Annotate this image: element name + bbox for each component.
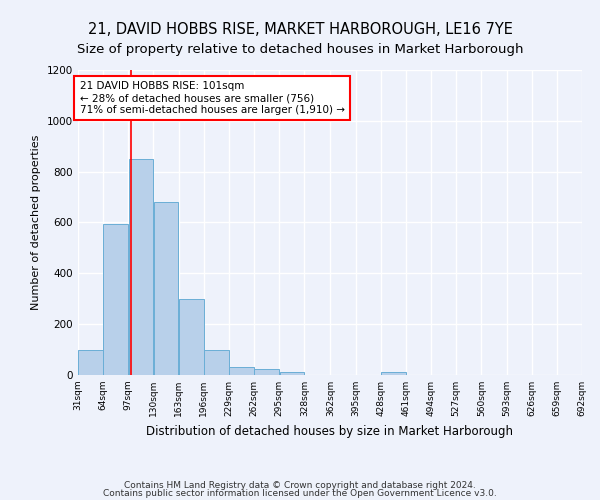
Bar xyxy=(154,202,178,375)
Bar xyxy=(103,224,128,375)
Bar xyxy=(229,368,254,375)
X-axis label: Distribution of detached houses by size in Market Harborough: Distribution of detached houses by size … xyxy=(146,424,514,438)
Text: Size of property relative to detached houses in Market Harborough: Size of property relative to detached ho… xyxy=(77,42,523,56)
Text: Contains HM Land Registry data © Crown copyright and database right 2024.: Contains HM Land Registry data © Crown c… xyxy=(124,480,476,490)
Text: Contains public sector information licensed under the Open Government Licence v3: Contains public sector information licen… xyxy=(103,489,497,498)
Bar xyxy=(179,298,203,375)
Bar xyxy=(280,372,304,375)
Bar xyxy=(381,372,406,375)
Bar xyxy=(204,350,229,375)
Bar xyxy=(78,350,103,375)
Text: 21, DAVID HOBBS RISE, MARKET HARBOROUGH, LE16 7YE: 21, DAVID HOBBS RISE, MARKET HARBOROUGH,… xyxy=(88,22,512,38)
Bar xyxy=(128,159,153,375)
Bar xyxy=(254,370,279,375)
Text: 21 DAVID HOBBS RISE: 101sqm
← 28% of detached houses are smaller (756)
71% of se: 21 DAVID HOBBS RISE: 101sqm ← 28% of det… xyxy=(80,82,344,114)
Y-axis label: Number of detached properties: Number of detached properties xyxy=(31,135,41,310)
